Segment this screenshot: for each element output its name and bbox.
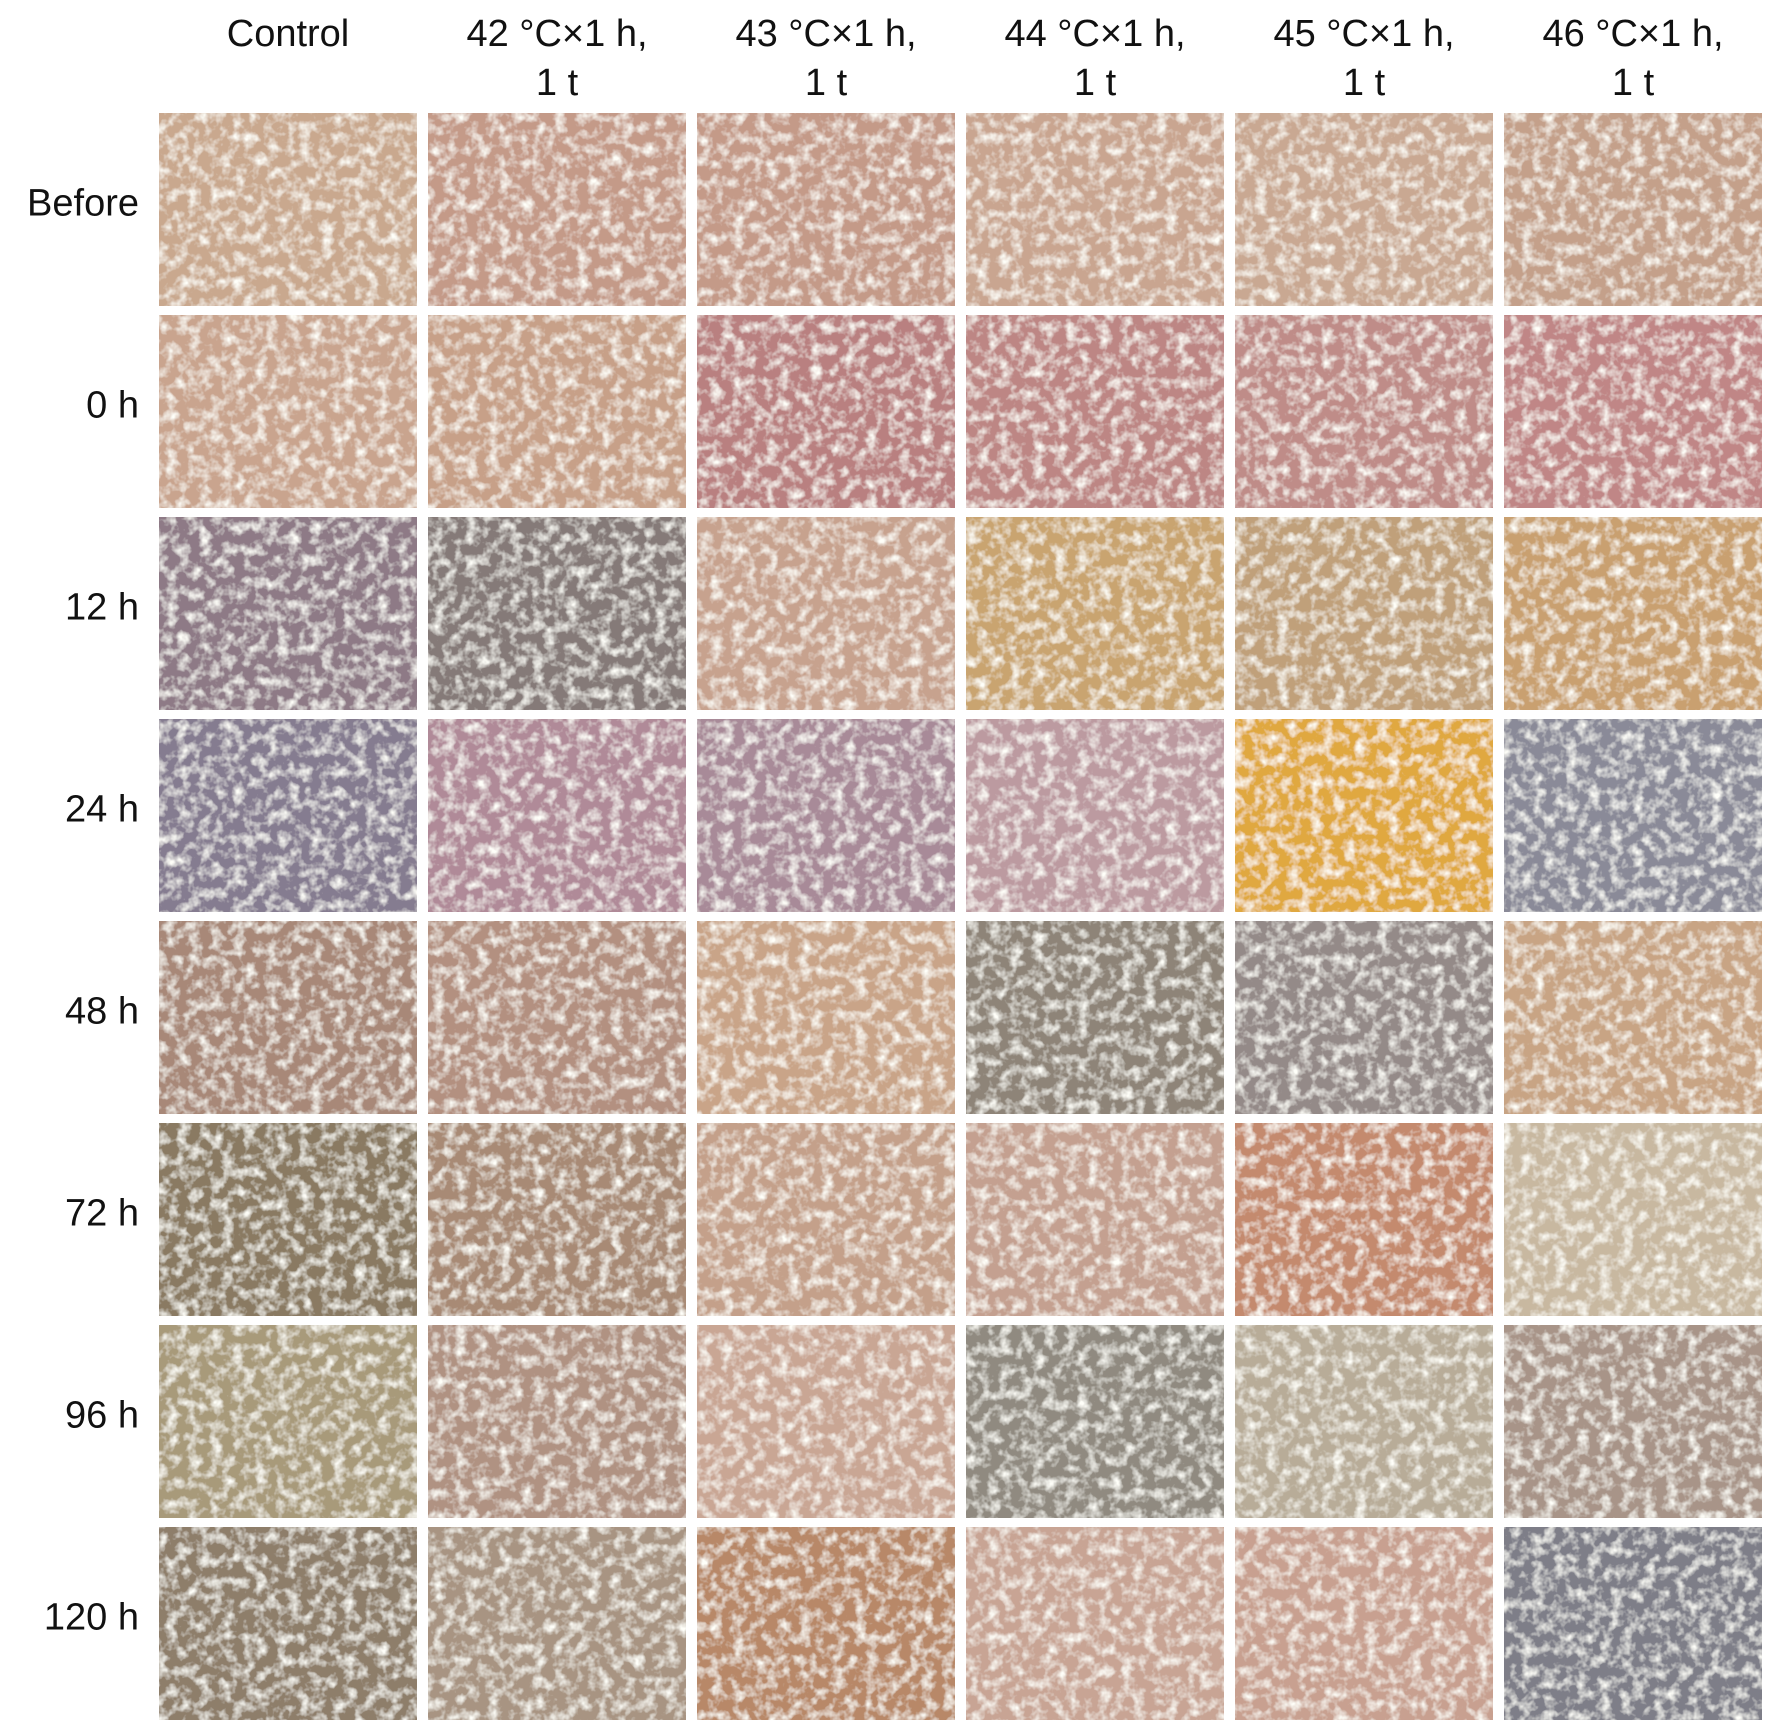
row-label: 96 h: [65, 1395, 139, 1437]
micrograph: [428, 1123, 686, 1316]
micrograph: [966, 1123, 1224, 1316]
micrograph: [1235, 517, 1493, 710]
micrograph: [428, 719, 686, 912]
column-header: 46 °C×1 h,: [1542, 13, 1723, 55]
micrograph: [966, 113, 1224, 306]
micrograph: [428, 113, 686, 306]
micrograph: [428, 315, 686, 508]
micrograph: [697, 113, 955, 306]
column-header: 42 °C×1 h,: [466, 13, 647, 55]
micrograph: [697, 921, 955, 1114]
row-label: 72 h: [65, 1193, 139, 1235]
column-header: 1 t: [536, 62, 579, 104]
micrograph: [1504, 517, 1762, 710]
micrograph: [966, 921, 1224, 1114]
micrograph: [1235, 113, 1493, 306]
micrograph: [1504, 1123, 1762, 1316]
micrograph: [697, 315, 955, 508]
micrograph: [966, 1527, 1224, 1720]
micrograph: [697, 1123, 955, 1316]
micrograph: [159, 517, 417, 710]
micrograph: [697, 719, 955, 912]
column-header: 45 °C×1 h,: [1273, 13, 1454, 55]
micrograph: [1504, 315, 1762, 508]
micrograph: [428, 1527, 686, 1720]
micrograph: [966, 517, 1224, 710]
micrograph: [159, 719, 417, 912]
row-label: 24 h: [65, 789, 139, 831]
row-label: 0 h: [86, 385, 139, 427]
row-label: Before: [27, 183, 139, 225]
micrograph: [697, 517, 955, 710]
micrograph: [159, 113, 417, 306]
column-header: 43 °C×1 h,: [735, 13, 916, 55]
micrograph: [966, 315, 1224, 508]
row-label: 48 h: [65, 991, 139, 1033]
row-label: 12 h: [65, 587, 139, 629]
row-label: 120 h: [44, 1597, 139, 1639]
micrograph: [1504, 719, 1762, 912]
column-header: 1 t: [1612, 62, 1655, 104]
column-header: Control: [227, 13, 350, 55]
micrograph: [1504, 921, 1762, 1114]
micrograph: [159, 1123, 417, 1316]
micrograph: [1504, 1325, 1762, 1518]
micrograph: [1235, 1123, 1493, 1316]
micrograph: [1235, 1527, 1493, 1720]
micrograph: [159, 1325, 417, 1518]
micrograph: [159, 921, 417, 1114]
column-header: 44 °C×1 h,: [1004, 13, 1185, 55]
column-header: 1 t: [1343, 62, 1386, 104]
column-header: 1 t: [805, 62, 848, 104]
micrograph: [1235, 719, 1493, 912]
micrograph: [1235, 921, 1493, 1114]
micrograph: [159, 315, 417, 508]
micrograph: [697, 1325, 955, 1518]
micrograph: [1235, 1325, 1493, 1518]
micrograph: [1504, 113, 1762, 306]
micrograph: [1504, 1527, 1762, 1720]
micrograph: [428, 921, 686, 1114]
micrograph: [697, 1527, 955, 1720]
micrograph: [428, 517, 686, 710]
micrograph: [1235, 315, 1493, 508]
micrograph: [159, 1527, 417, 1720]
micrograph: [966, 1325, 1224, 1518]
micrograph: [428, 1325, 686, 1518]
column-header: 1 t: [1074, 62, 1117, 104]
micrograph: [966, 719, 1224, 912]
